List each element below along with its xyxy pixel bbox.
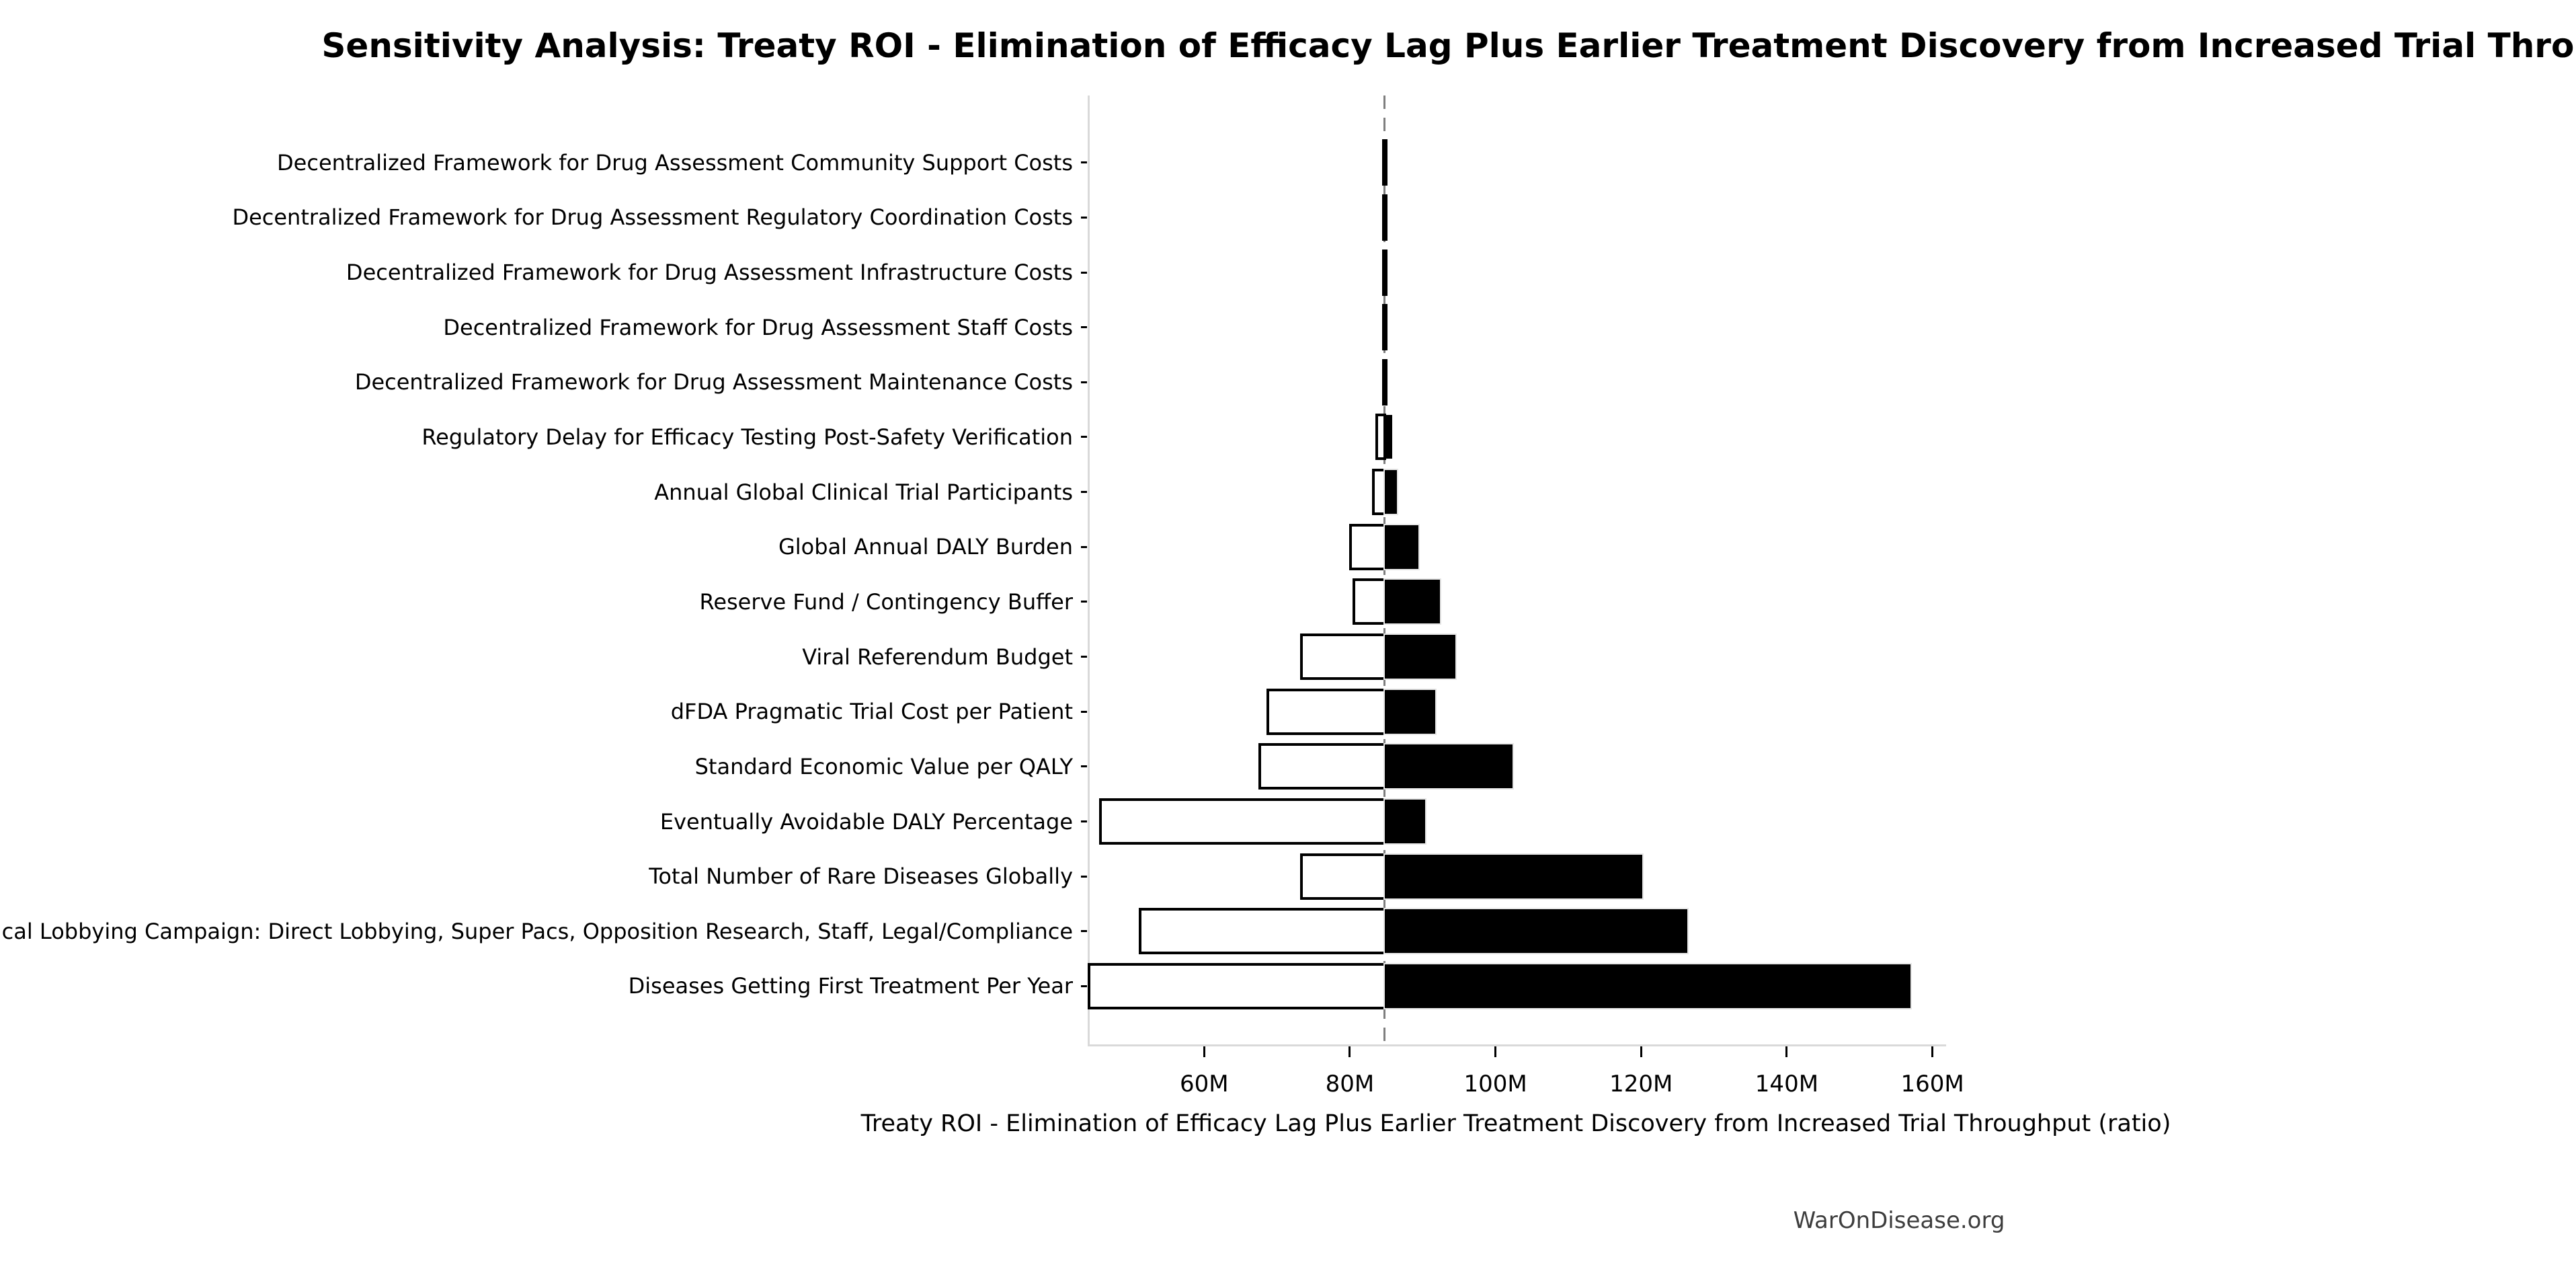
tornado-high-bar [1384, 525, 1418, 569]
tornado-low-bar [1088, 962, 1386, 1009]
y-axis-tick [1081, 875, 1087, 878]
tornado-high-bar [1384, 689, 1435, 734]
tornado-high-bar [1384, 744, 1513, 789]
y-axis-label: Eventually Avoidable DALY Percentage [659, 808, 1073, 835]
tornado-high-bar [1384, 415, 1392, 459]
x-axis-tick [1349, 1046, 1351, 1057]
tornado-high-bar [1384, 635, 1456, 679]
y-axis-tick [1081, 161, 1087, 164]
x-axis-tick [1203, 1046, 1205, 1057]
tornado-high-bar [1384, 141, 1387, 185]
x-axis-tick-label: 160M [1900, 1071, 1964, 1098]
x-axis-tick [1931, 1046, 1934, 1057]
x-axis-tick-label: 60M [1180, 1071, 1229, 1098]
tornado-low-bar [1353, 578, 1386, 625]
y-axis-tick [1081, 216, 1087, 219]
tornado-low-bar [1099, 798, 1386, 845]
y-axis-tick [1081, 765, 1087, 768]
x-axis-tick-label: 120M [1609, 1071, 1673, 1098]
tornado-high-bar [1384, 250, 1387, 295]
y-axis-label: Political Lobbying Campaign: Direct Lobb… [0, 918, 1073, 944]
x-axis-tick [1640, 1046, 1642, 1057]
y-axis-tick [1081, 710, 1087, 713]
y-axis-label: dFDA Pragmatic Trial Cost per Patient [670, 699, 1073, 725]
chart-title: Sensitivity Analysis: Treaty ROI - Elimi… [321, 26, 2576, 65]
y-axis-label: Annual Global Clinical Trial Participant… [654, 479, 1073, 505]
tornado-low-bar [1300, 633, 1386, 681]
y-axis-label: Decentralized Framework for Drug Assessm… [232, 204, 1073, 231]
tornado-high-bar [1384, 305, 1387, 350]
y-axis-tick [1081, 820, 1087, 822]
y-axis-label: Total Number of Rare Diseases Globally [649, 863, 1073, 890]
tornado-low-bar [1266, 688, 1386, 735]
y-axis-tick [1081, 545, 1087, 548]
x-axis-tick [1494, 1046, 1497, 1057]
y-axis-label: Decentralized Framework for Drug Assessm… [277, 149, 1073, 176]
y-axis-label: Decentralized Framework for Drug Assessm… [354, 369, 1073, 395]
y-axis-tick [1081, 656, 1087, 658]
tornado-high-bar [1384, 964, 1911, 1008]
y-axis-tick [1081, 930, 1087, 933]
tornado-high-bar [1384, 800, 1425, 843]
y-axis-tick [1081, 381, 1087, 383]
y-axis-tick [1081, 326, 1087, 329]
tornado-low-bar [1349, 523, 1386, 570]
y-axis-label: Viral Referendum Budget [802, 644, 1073, 670]
y-axis-label: Global Annual DALY Burden [778, 534, 1073, 560]
tornado-high-bar [1384, 580, 1441, 624]
y-axis-label: Decentralized Framework for Drug Assessm… [346, 260, 1073, 285]
y-axis-tick [1081, 271, 1087, 274]
y-axis-spine [1088, 95, 1090, 1044]
y-axis-tick [1081, 601, 1087, 603]
y-axis-label: Reserve Fund / Contingency Buffer [699, 588, 1073, 615]
x-axis-spine [1088, 1044, 1946, 1046]
y-axis-tick [1081, 491, 1087, 494]
tornado-high-bar [1384, 854, 1643, 898]
x-axis-tick-label: 80M [1325, 1071, 1375, 1098]
tornado-low-bar [1138, 908, 1386, 955]
tornado-high-bar [1384, 470, 1398, 514]
x-axis-tick [1785, 1046, 1788, 1057]
y-axis-label: Regulatory Delay for Efficacy Testing Po… [421, 424, 1073, 450]
x-axis-tick-label: 100M [1463, 1071, 1527, 1098]
tornado-low-bar [1300, 853, 1386, 900]
tornado-high-bar [1384, 360, 1386, 404]
tornado-low-bar [1258, 743, 1386, 790]
tornado-low-bar [1375, 414, 1386, 461]
x-axis-label: Treaty ROI - Elimination of Efficacy Lag… [860, 1110, 2171, 1137]
y-axis-tick [1081, 436, 1087, 438]
tornado-high-bar [1384, 195, 1387, 239]
y-axis-tick [1081, 985, 1087, 987]
x-axis-tick-label: 140M [1755, 1071, 1819, 1098]
y-axis-label: Standard Economic Value per QALY [694, 753, 1073, 779]
footer-watermark: WarOnDisease.org [1793, 1207, 2005, 1234]
tornado-high-bar [1384, 909, 1687, 954]
tornado-low-bar [1371, 469, 1386, 516]
y-axis-label: Diseases Getting First Treatment Per Yea… [628, 973, 1073, 999]
y-axis-label: Decentralized Framework for Drug Assessm… [443, 314, 1073, 340]
